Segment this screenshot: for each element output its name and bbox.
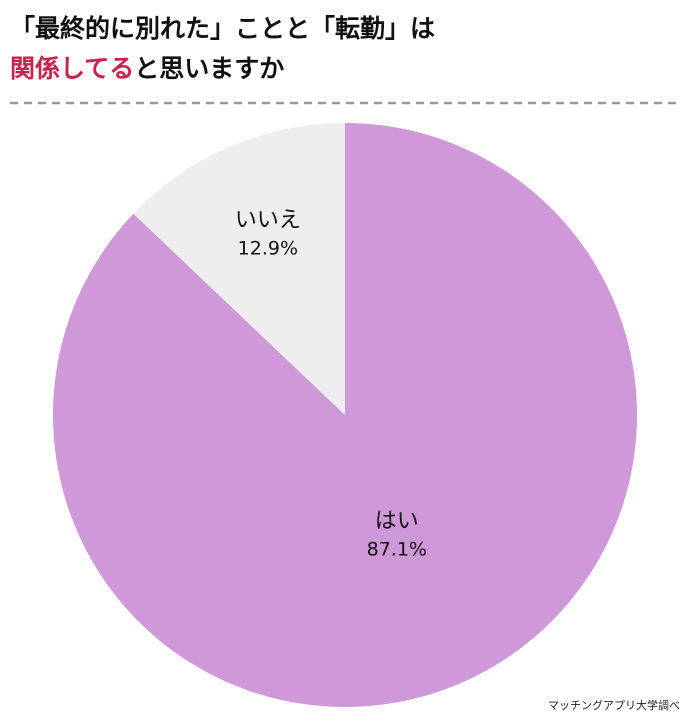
pie-slice <box>133 123 345 415</box>
chart-title: 「最終的に別れた」ことと「転勤」は <box>10 14 435 43</box>
title-highlight: 関係してる <box>10 54 134 83</box>
slice-label: いいえ <box>235 208 301 233</box>
slice-value: 12.9% <box>238 238 298 260</box>
title-rest: と思いますか <box>134 54 284 83</box>
pie <box>52 123 638 707</box>
pie-slice <box>52 123 638 707</box>
source: マッチングアプリ大学調べ <box>548 698 680 712</box>
chart-title: 関係してると思いますか <box>10 54 284 83</box>
slice-label: はい <box>375 509 419 534</box>
slice-value: 87.1% <box>367 538 427 560</box>
